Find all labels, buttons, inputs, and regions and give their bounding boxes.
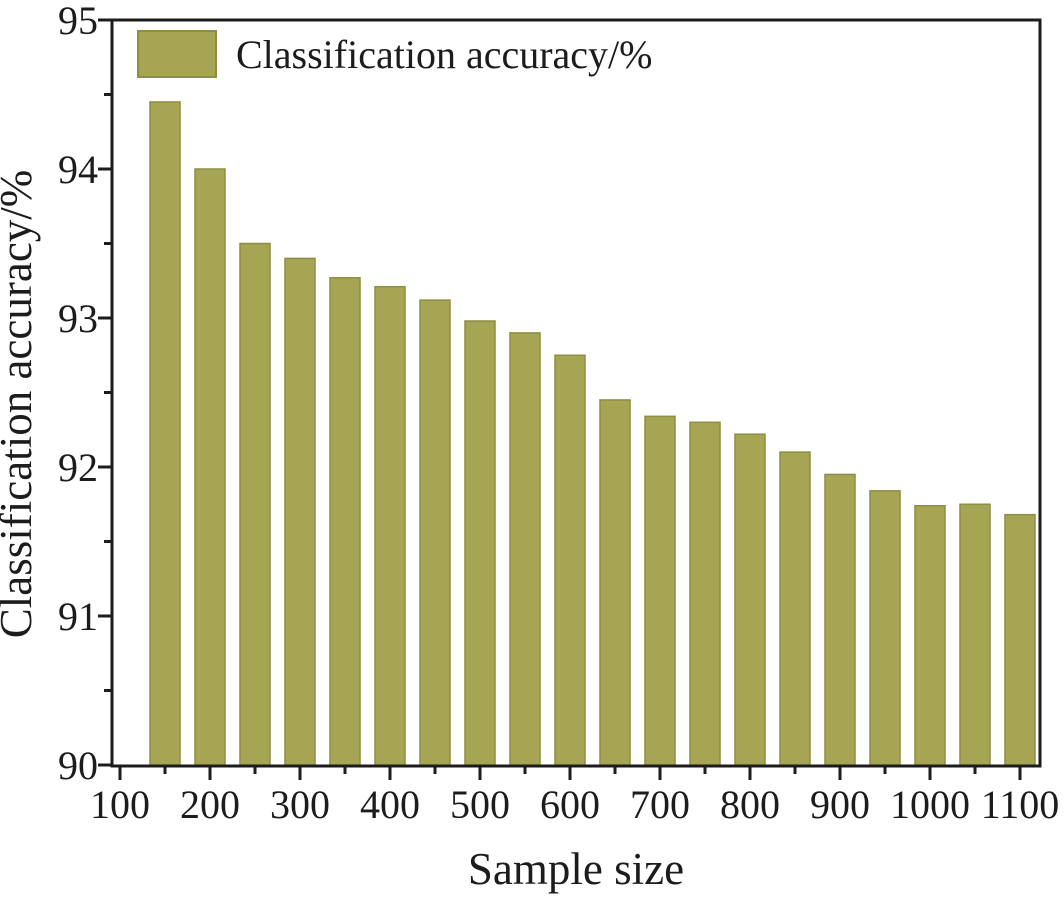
bar-300 <box>284 257 316 767</box>
bar-650 <box>599 399 631 767</box>
bar-600 <box>554 354 586 767</box>
bar-800 <box>734 433 766 767</box>
bar-700 <box>644 415 676 767</box>
axis-ticks-group <box>98 18 1022 780</box>
y-tick-label-92: 92 <box>58 445 98 490</box>
bar-350 <box>329 277 361 767</box>
x-tick-label-600: 600 <box>540 782 600 827</box>
y-axis-label: Classification accuracy/% <box>0 170 41 639</box>
bar-150 <box>149 101 181 767</box>
bar-750 <box>689 421 721 767</box>
x-tick-label-400: 400 <box>360 782 420 827</box>
bar-550 <box>509 332 541 767</box>
bar-1050 <box>959 503 991 767</box>
x-tick-label-1100: 1100 <box>981 782 1060 827</box>
x-tick-label-100: 100 <box>90 782 150 827</box>
y-tick-label-93: 93 <box>58 296 98 341</box>
bars-group <box>149 101 1036 767</box>
y-tick-label-90: 90 <box>58 743 98 788</box>
bar-500 <box>464 320 496 767</box>
bar-200 <box>194 168 226 767</box>
legend-label: Classification accuracy/% <box>236 32 652 77</box>
x-tick-label-1000: 1000 <box>890 782 970 827</box>
y-tick-label-94: 94 <box>58 147 98 192</box>
x-tick-label-200: 200 <box>180 782 240 827</box>
y-tick-label-95: 95 <box>58 0 98 43</box>
bar-450 <box>419 299 451 767</box>
bar-250 <box>239 242 271 767</box>
tick-labels-group: 100 200 300 400 500 600 700 800 900 1000 1100 90 91 9… <box>58 0 1059 827</box>
bar-1100 <box>1004 513 1036 767</box>
y-tick-label-91: 91 <box>58 594 98 639</box>
bar-900 <box>824 473 856 767</box>
bar-950 <box>869 490 901 767</box>
x-tick-label-800: 800 <box>720 782 780 827</box>
bar-400 <box>374 285 406 767</box>
bar-850 <box>779 451 811 767</box>
x-tick-label-300: 300 <box>270 782 330 827</box>
x-tick-label-500: 500 <box>450 782 510 827</box>
x-axis-label: Sample size <box>468 844 684 894</box>
bar-1000 <box>914 504 946 767</box>
legend-swatch <box>137 30 217 78</box>
legend: Classification accuracy/% <box>137 30 652 78</box>
x-tick-label-700: 700 <box>630 782 690 827</box>
x-tick-label-900: 900 <box>810 782 870 827</box>
